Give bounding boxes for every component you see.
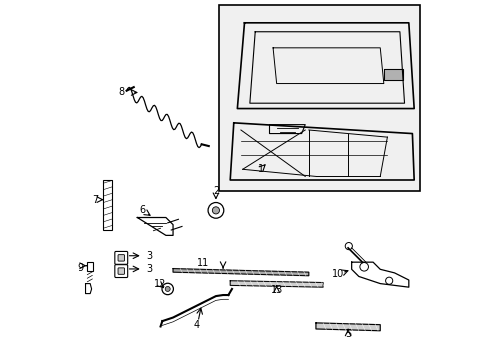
Text: 9: 9 <box>78 262 84 273</box>
Polygon shape <box>315 323 380 331</box>
Circle shape <box>345 243 352 249</box>
Polygon shape <box>137 217 173 235</box>
Text: 3: 3 <box>146 264 153 274</box>
Circle shape <box>162 283 173 295</box>
FancyBboxPatch shape <box>118 255 124 261</box>
Bar <box>219 5 419 191</box>
Text: 13: 13 <box>270 285 282 295</box>
Polygon shape <box>85 284 91 294</box>
Text: 8: 8 <box>118 87 124 98</box>
Text: 7: 7 <box>92 195 98 204</box>
Text: 12: 12 <box>153 279 166 289</box>
Circle shape <box>207 203 224 218</box>
Text: 2: 2 <box>212 186 219 196</box>
Polygon shape <box>173 269 308 276</box>
FancyBboxPatch shape <box>118 268 124 274</box>
FancyBboxPatch shape <box>115 265 127 278</box>
Bar <box>103 180 112 230</box>
Bar <box>86 262 93 271</box>
Circle shape <box>165 287 170 292</box>
Circle shape <box>385 277 392 284</box>
Text: 6: 6 <box>140 205 145 215</box>
Circle shape <box>212 207 219 214</box>
Text: 5: 5 <box>344 329 350 339</box>
Circle shape <box>359 262 367 271</box>
Text: 10: 10 <box>331 269 344 279</box>
Polygon shape <box>230 281 323 287</box>
Text: 4: 4 <box>193 320 199 330</box>
FancyBboxPatch shape <box>115 251 127 264</box>
Polygon shape <box>351 262 408 287</box>
Text: 3: 3 <box>146 251 153 261</box>
Text: 11: 11 <box>197 258 209 268</box>
Text: 1: 1 <box>257 164 263 174</box>
